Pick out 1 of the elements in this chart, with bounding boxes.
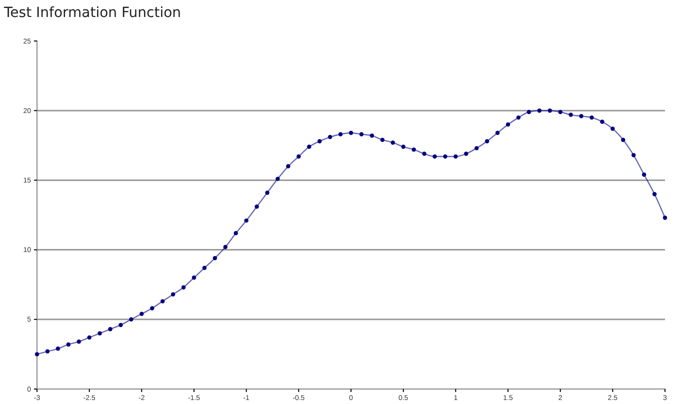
chart-title: Test Information Function bbox=[3, 5, 182, 21]
